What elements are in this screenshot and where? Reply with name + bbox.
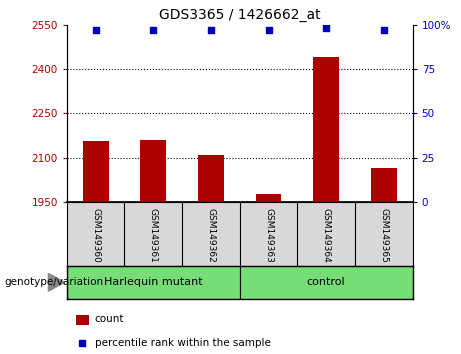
Text: count: count xyxy=(95,314,124,324)
Text: GSM149362: GSM149362 xyxy=(207,208,215,263)
Text: GSM149363: GSM149363 xyxy=(264,208,273,263)
Text: GSM149364: GSM149364 xyxy=(322,208,331,263)
Text: GSM149361: GSM149361 xyxy=(149,208,158,263)
Text: GSM149360: GSM149360 xyxy=(91,208,100,263)
Bar xyxy=(140,140,166,202)
Point xyxy=(149,27,157,33)
Text: genotype/variation: genotype/variation xyxy=(5,277,104,287)
Point xyxy=(322,25,330,31)
Bar xyxy=(371,168,397,202)
Text: percentile rank within the sample: percentile rank within the sample xyxy=(95,338,271,348)
Title: GDS3365 / 1426662_at: GDS3365 / 1426662_at xyxy=(159,8,320,22)
Bar xyxy=(255,194,282,202)
Bar xyxy=(313,57,339,202)
Point xyxy=(78,341,85,346)
Point xyxy=(92,27,99,33)
Point xyxy=(207,27,214,33)
Bar xyxy=(67,266,240,299)
Text: Harlequin mutant: Harlequin mutant xyxy=(104,277,202,287)
Text: control: control xyxy=(307,277,345,287)
Point xyxy=(380,27,387,33)
Bar xyxy=(83,141,109,202)
Text: GSM149365: GSM149365 xyxy=(379,208,388,263)
Point xyxy=(265,27,272,33)
Bar xyxy=(198,155,224,202)
Bar xyxy=(240,266,413,299)
